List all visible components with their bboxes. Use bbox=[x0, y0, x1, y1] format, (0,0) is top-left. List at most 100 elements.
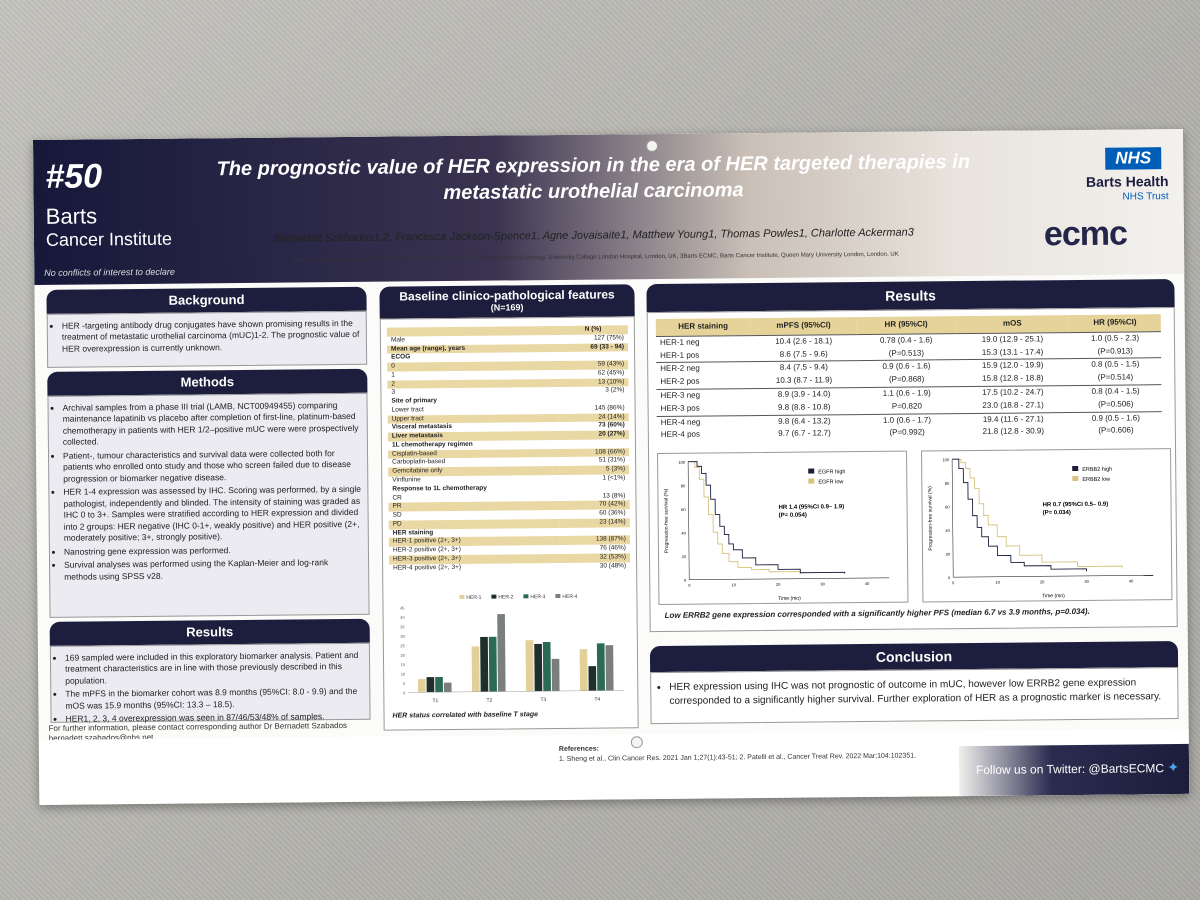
bar bbox=[579, 649, 588, 691]
table-cell: 9.8 (8.8 - 10.8) bbox=[777, 402, 831, 412]
methods-list: Archival samples from a phase III trial … bbox=[63, 400, 363, 583]
bar bbox=[426, 677, 435, 693]
pin-bottom bbox=[630, 736, 643, 749]
x-axis bbox=[953, 574, 1154, 578]
y-tick-label: 35 bbox=[400, 624, 405, 629]
table-cell-value: 32 (53%) bbox=[560, 553, 631, 563]
y-tick-label: 100 bbox=[678, 460, 685, 465]
conflict-statement: No conflicts of interest to declare bbox=[44, 266, 175, 278]
table-cell: 15.3 (13.1 - 17.4) bbox=[981, 346, 1044, 357]
list-item: Archival samples from a phase III trial … bbox=[63, 400, 361, 449]
y-tick-label: 5 bbox=[403, 681, 406, 686]
km-plot-egfr: 0 10 20 30 40 0 20 40 60 80 100 Time (mo) Progressio… bbox=[657, 450, 909, 606]
legend-label: HER-4 bbox=[562, 594, 577, 600]
table-cell: HER-2 pos bbox=[660, 376, 700, 387]
chart-caption: HER status correlated with baseline T st… bbox=[392, 711, 539, 720]
y-tick-label: 45 bbox=[400, 605, 405, 610]
legend-swatch bbox=[523, 594, 529, 599]
table-cell: HER-3 neg bbox=[656, 388, 752, 403]
x-tick-label: T2 bbox=[486, 698, 492, 704]
y-tick-label: 60 bbox=[681, 507, 686, 512]
table-cell-label: HER-4 positive (2+, 3+) bbox=[393, 563, 462, 572]
poster-header: #50 Barts Cancer Institute No conflicts … bbox=[33, 128, 1185, 285]
pin-top bbox=[646, 140, 659, 153]
table-cell: 19.0 (12.9 - 25.1) bbox=[955, 332, 1070, 347]
bar bbox=[480, 636, 489, 692]
table-cell: 1.0 (0.5 - 2.3) bbox=[1069, 331, 1162, 346]
km-caption: Low ERRB2 gene expression corresponded w… bbox=[664, 606, 1090, 620]
table-cell: 0.8 (0.5 - 1.5) bbox=[1069, 358, 1162, 373]
table-cell: HER-1 neg bbox=[655, 335, 751, 350]
legend-swatch-low bbox=[808, 478, 815, 484]
table-cell: 9.8 (6.4 - 13.2) bbox=[751, 414, 858, 429]
bar bbox=[471, 646, 480, 692]
methods-heading: Methods bbox=[47, 368, 368, 396]
table-cell: 0.9 (0.6 - 1.6) bbox=[856, 360, 957, 375]
km-curve-low bbox=[952, 458, 1123, 569]
table-cell: 10.3 (8.7 - 11.9) bbox=[775, 375, 833, 386]
y-tick-label: 80 bbox=[945, 481, 950, 486]
trust-sub: NHS Trust bbox=[1122, 191, 1169, 203]
twitter-text: Follow us on Twitter: @BartsECMC bbox=[975, 761, 1165, 777]
x-axis bbox=[408, 690, 625, 693]
legend-low: EGFR low bbox=[818, 479, 843, 485]
table-cell: 8.6 (7.5 - 9.6) bbox=[779, 348, 828, 359]
baseline-panel: N (%) Male 127 (75%) Mean age (range), yea… bbox=[379, 316, 639, 731]
her-t-stage-chart: 0 5 10 15 20 25 30 35 40 45 HER-1 HER-2 HER-3 HER-4 T1… bbox=[389, 589, 631, 707]
x-tick-label: 10 bbox=[995, 580, 1000, 585]
p-value: (P= 0.034) bbox=[1043, 510, 1071, 516]
table-cell: 23.0 (18.8 - 27.1) bbox=[982, 400, 1044, 410]
y-tick-label: 15 bbox=[401, 662, 406, 667]
table-cell: (P=0.514) bbox=[1097, 372, 1134, 382]
results-table: HER staining mPFS (95%CI) HR (95%CI) mOS HR … bbox=[655, 314, 1162, 442]
bar bbox=[596, 643, 605, 691]
y-axis bbox=[687, 461, 690, 580]
y-tick-label: 20 bbox=[400, 653, 405, 658]
x-tick-label: T1 bbox=[432, 698, 438, 704]
results-left-heading: Results bbox=[49, 618, 370, 646]
baseline-table: N (%) Male 127 (75%) Mean age (range), yea… bbox=[386, 325, 631, 573]
conclusion-panel: HER expression using IHC was not prognos… bbox=[650, 667, 1179, 725]
x-tick-label: T4 bbox=[594, 697, 600, 703]
table-cell: 15.9 (12.0 - 19.9) bbox=[955, 358, 1070, 374]
bar bbox=[497, 614, 506, 692]
table-cell: HER-3 pos bbox=[660, 403, 700, 413]
bar bbox=[551, 658, 560, 692]
x-axis bbox=[689, 577, 890, 581]
y-tick-label: 25 bbox=[400, 643, 405, 648]
ecmc-logo: ecmc bbox=[1043, 214, 1128, 254]
list-item: The mPFS in the biomarker cohort was 8.9… bbox=[65, 686, 363, 712]
y-tick-label: 100 bbox=[942, 457, 949, 462]
table-cell-value: 69 (33 - 94) bbox=[558, 342, 629, 353]
p-value: (P= 0.054) bbox=[779, 513, 807, 519]
x-tick-label: 0 bbox=[688, 583, 691, 588]
y-tick-label: 60 bbox=[945, 504, 950, 509]
table-cell-value: 20 (27%) bbox=[559, 430, 629, 440]
table-header: HR (95%CI) bbox=[856, 316, 956, 335]
x-axis-label: Time (mo) bbox=[1042, 593, 1065, 599]
bar bbox=[435, 676, 443, 693]
x-tick-label: 40 bbox=[1129, 578, 1134, 583]
table-cell-value: 127 (75%) bbox=[593, 334, 624, 342]
methods-panel: Archival samples from a phase III trial … bbox=[47, 392, 370, 618]
x-tick-label: 30 bbox=[1084, 579, 1089, 584]
table-cell: HER-4 pos bbox=[660, 429, 701, 440]
legend-label: HER-1 bbox=[466, 595, 481, 601]
table-cell: HER-2 neg bbox=[656, 362, 751, 377]
conclusion-text: HER expression using IHC was not prognos… bbox=[669, 676, 1167, 708]
x-tick-label: T3 bbox=[540, 697, 546, 703]
y-tick-label: 40 bbox=[681, 531, 686, 536]
background-panel: HER -targeting antibody drug conjugates … bbox=[46, 310, 368, 368]
hazard-ratio: HR 0.7 (95%CI 0.5– 0.9) bbox=[1043, 502, 1109, 509]
nhs-logo: NHS bbox=[1105, 147, 1162, 170]
list-item: HER -targeting antibody drug conjugates … bbox=[62, 318, 360, 355]
table-cell: 9.7 (6.7 - 12.7) bbox=[778, 428, 831, 439]
twitter-handle[interactable]: Follow us on Twitter: @BartsECMC ✦ bbox=[959, 759, 1179, 778]
table-header: HR (95%CI) bbox=[1068, 314, 1161, 333]
x-tick-label: 20 bbox=[776, 582, 781, 587]
table-row: HER-4 positive (2+, 3+) 30 (48%) bbox=[389, 562, 630, 573]
y-tick-label: 30 bbox=[400, 634, 405, 639]
baseline-heading-box: Baseline clinico-pathological features (… bbox=[379, 284, 635, 319]
y-tick-label: 40 bbox=[945, 528, 950, 533]
table-cell-value: 62 (45%) bbox=[597, 369, 625, 377]
